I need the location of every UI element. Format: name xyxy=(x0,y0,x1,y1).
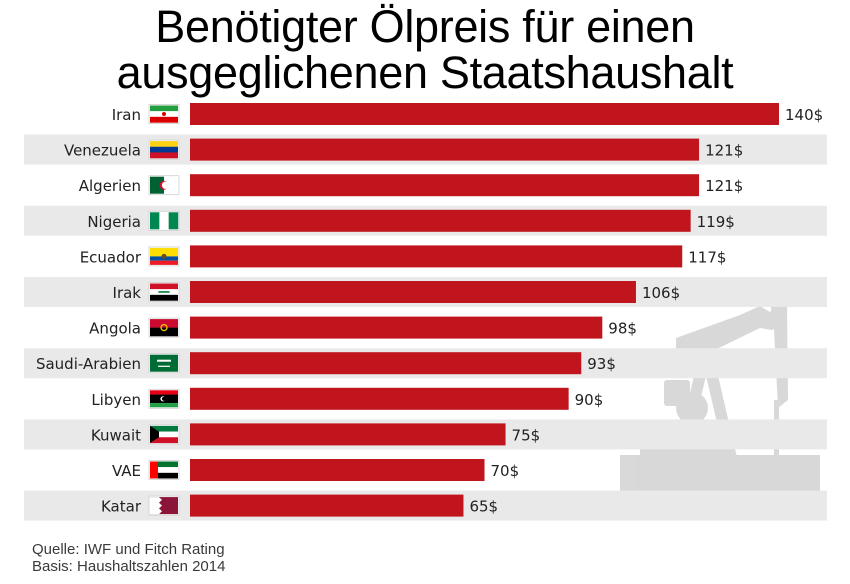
category-label: Angola xyxy=(89,320,141,338)
category-label: Saudi-Arabien xyxy=(36,355,141,373)
chart-row: Libyen 90$ xyxy=(91,387,604,410)
category-label: VAE xyxy=(112,462,141,480)
bar xyxy=(190,352,582,375)
category-label: Venezuela xyxy=(64,142,141,160)
flag-venezuela-icon xyxy=(148,139,180,160)
chart-row: VAE 70$ xyxy=(112,459,519,481)
chart-row: Irak 106$ xyxy=(24,277,827,307)
flag-ecuador-icon xyxy=(148,246,180,267)
flag-qatar-icon xyxy=(148,495,180,516)
flag-uae-icon xyxy=(148,460,180,480)
bar xyxy=(190,387,569,410)
bar xyxy=(190,494,464,517)
bar xyxy=(190,209,691,232)
category-label: Kuwait xyxy=(91,426,141,444)
chart-row: Katar 65$ xyxy=(24,490,827,521)
title-line-1: Benötigter Ölpreis für einen xyxy=(155,1,695,52)
flag-angola-icon xyxy=(148,317,180,338)
flag-libya-icon xyxy=(148,388,180,409)
flag-kuwait-icon xyxy=(148,424,180,445)
chart-title: Benötigter Ölpreis für einen ausgegliche… xyxy=(0,4,850,96)
chart-row: Saudi-Arabien 93$ xyxy=(24,348,827,379)
value-label: 93$ xyxy=(587,355,616,373)
category-label: Algerien xyxy=(79,177,141,195)
value-label: 117$ xyxy=(688,248,726,266)
chart-row: Algerien 121$ xyxy=(79,174,743,197)
category-label: Libyen xyxy=(91,391,141,409)
value-label: 90$ xyxy=(575,391,604,409)
value-label: 98$ xyxy=(608,320,637,338)
value-label: 121$ xyxy=(705,177,743,195)
value-label: 65$ xyxy=(469,498,498,516)
chart-row: Nigeria 119$ xyxy=(24,205,827,236)
bar xyxy=(190,459,485,481)
chart-row: Ecuador 117$ xyxy=(80,245,726,268)
flag-saudi-arabia-icon xyxy=(148,353,180,374)
chart-row: Venezuela 121$ xyxy=(24,134,827,165)
oil-pump-base xyxy=(620,455,820,493)
chart-row: Kuwait 75$ xyxy=(24,419,827,450)
category-label: Nigeria xyxy=(87,213,141,231)
category-label: Katar xyxy=(101,498,142,516)
value-label: 70$ xyxy=(491,462,520,480)
bar xyxy=(190,245,683,268)
flag-nigeria-icon xyxy=(148,210,180,231)
flag-iran-icon xyxy=(148,104,180,124)
value-label: 75$ xyxy=(512,426,541,444)
bar xyxy=(190,174,700,197)
source-note: Quelle: IWF und Fitch Rating Basis: Haus… xyxy=(32,541,225,575)
flag-algeria-icon xyxy=(148,175,180,196)
value-label: 121$ xyxy=(705,142,743,160)
value-label: 140$ xyxy=(785,106,823,124)
oil-pump-watermark-icon xyxy=(620,300,820,493)
bar xyxy=(190,138,700,161)
bar xyxy=(190,423,506,446)
category-label: Irak xyxy=(113,284,142,302)
chart-row: Iran 140$ xyxy=(112,103,823,125)
oil-pump-beam xyxy=(676,300,786,362)
category-label: Ecuador xyxy=(80,248,142,266)
value-label: 119$ xyxy=(697,213,735,231)
title-line-2: ausgeglichenen Staatshaushalt xyxy=(116,47,734,98)
source-line: Quelle: IWF und Fitch Rating xyxy=(32,541,225,558)
basis-line: Basis: Haushaltszahlen 2014 xyxy=(32,558,226,575)
value-label: 106$ xyxy=(642,284,680,302)
flag-iraq-icon xyxy=(148,282,180,302)
bar xyxy=(190,281,636,303)
bar xyxy=(190,103,779,125)
chart-row: Angola 98$ xyxy=(89,316,637,339)
oil-pump-wheel xyxy=(676,392,708,424)
category-label: Iran xyxy=(112,106,141,124)
bar xyxy=(190,316,603,339)
